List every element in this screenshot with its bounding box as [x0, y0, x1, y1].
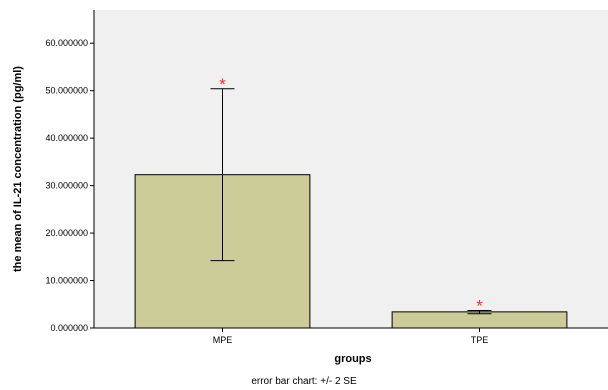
significance-star: * — [476, 296, 483, 315]
x-labels-layer: MPE TPE — [213, 328, 489, 345]
y-tick-label: 0.000000 — [50, 323, 88, 333]
annotations-layer: ** — [219, 75, 483, 316]
x-tick-label: TPE — [471, 335, 489, 345]
y-tick-label: 50.000000 — [45, 86, 88, 96]
y-tick-label: 10.000000 — [45, 276, 88, 286]
y-tick-label: 20.000000 — [45, 228, 88, 238]
chart-footnote: error bar chart: +/- 2 SE — [251, 376, 357, 387]
y-tick-label: 60.000000 — [45, 38, 88, 48]
y-ticks-layer: 0.000000 10.000000 20.000000 30.000000 40.00… — [45, 38, 94, 333]
significance-star: * — [219, 75, 226, 94]
y-tick-label: 30.000000 — [45, 181, 88, 191]
x-axis-title: groups — [334, 353, 371, 365]
y-axis-title: the mean of IL-21 concentration (pg/ml) — [12, 66, 24, 272]
error-bars-layer — [210, 88, 492, 315]
x-tick-label: MPE — [213, 335, 233, 345]
y-tick-label: 40.000000 — [45, 133, 88, 143]
